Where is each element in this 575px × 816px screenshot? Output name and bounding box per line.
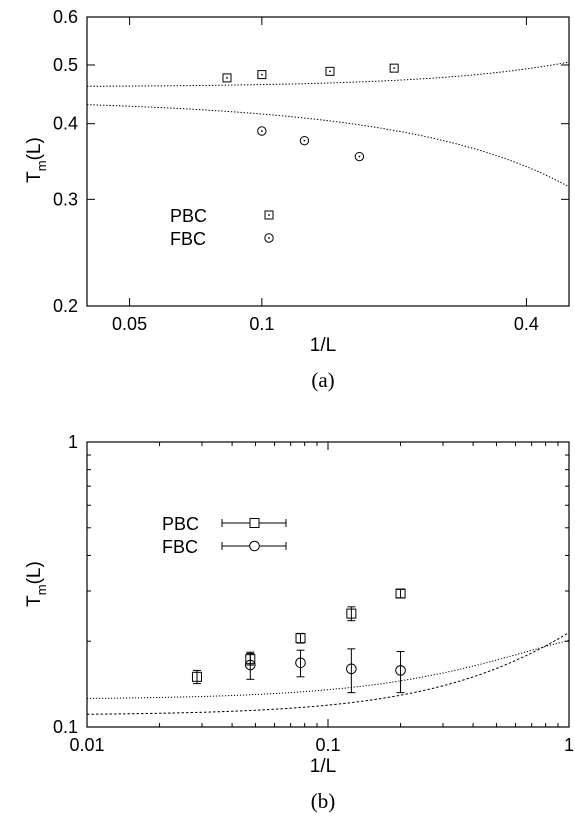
- panel-a-legend-pbc-label: PBC: [170, 206, 207, 226]
- panel-b-legend: PBC FBC: [162, 514, 287, 557]
- panel-b-legend-pbc-label: PBC: [162, 514, 199, 534]
- panel-a-fbc-fit-curve: [86, 104, 570, 188]
- panel-b-legend-pbc-marker: [221, 518, 287, 528]
- panel-a-label: (a): [311, 368, 334, 392]
- panel-a-y-tick-label: 0.4: [53, 114, 78, 134]
- panel-a-fbc-point-dot: [358, 155, 361, 158]
- panel-a-legend-fbc-label: FBC: [170, 229, 206, 249]
- panel-b-y-tick-label: 1: [68, 432, 78, 452]
- panel-a-y-tick-label: 0.3: [53, 189, 78, 209]
- panel-b-fbc-point: [245, 659, 256, 671]
- panel-b-fbc-point: [295, 657, 306, 669]
- panel-a-pbc-point-dot: [260, 73, 263, 76]
- panel-a-pbc-point-dot: [393, 67, 396, 70]
- panel-a-y-axis-label: Tm(L): [24, 137, 49, 183]
- panel-b-fbc-fit-curve: [86, 639, 570, 699]
- panel-a-pbc-point-dot: [329, 70, 331, 73]
- panel-b-pbc-fit-curve: [86, 632, 570, 715]
- panel-a-legend: PBC FBC: [170, 206, 274, 249]
- panel-b-y-tick-label: 0.1: [53, 717, 78, 737]
- panel-a-fbc-point-dot: [303, 139, 306, 142]
- panel-b-x-axis-label: 1/L: [310, 756, 336, 777]
- panel-a-pbc-point: [222, 73, 232, 83]
- panel-a-x-tick-label: 0.4: [514, 314, 539, 334]
- panel-a-fbc-point: [257, 126, 267, 136]
- panel-b-fbc-point: [346, 663, 357, 675]
- panel-a-fbc-point-dot: [260, 130, 263, 132]
- panel-b-x-tick-label: 1: [564, 735, 574, 755]
- panel-b-y-axis-label: Tm(L): [24, 561, 49, 607]
- panel-a-y-tick-label: 0.2: [53, 296, 78, 316]
- panel-b: 0.110.01 0.1 1 1/L Tm(L) (b) PBC FBC: [24, 432, 574, 813]
- panel-a-pbc-point-dot: [226, 77, 228, 79]
- panel-b-plot-frame: [86, 441, 570, 728]
- panel-a-y-tick-label: 0.5: [53, 55, 78, 75]
- panel-b-fbc-point: [395, 665, 406, 676]
- panel-b-label: (b): [311, 789, 336, 813]
- panel-a-x-tick-label: 0.05: [112, 314, 147, 334]
- panel-b-legend-fbc-marker: [221, 540, 287, 552]
- panel-a-pbc-fit-curve: [86, 61, 570, 87]
- panel-a-plot-frame: [86, 16, 570, 307]
- panel-b-x-tick-label: 0.01: [69, 735, 104, 755]
- panel-a-y-tick-label: 0.6: [53, 7, 78, 27]
- panel-a-legend-fbc-marker: [264, 233, 274, 243]
- panel-b-x-tick-label: 0.1: [315, 735, 340, 755]
- panel-a-pbc-point: [325, 66, 335, 76]
- panel-a-pbc-point: [257, 70, 267, 80]
- panel-a-fbc-point: [354, 151, 365, 162]
- panel-b-pbc-point: [346, 608, 357, 619]
- panel-a-fbc-point: [299, 135, 310, 146]
- panel-b-pbc-point: [191, 671, 202, 682]
- panel-a: 0.20.30.40.50.60.05 0.1 0.4 1/L Tm(L) (a) …: [24, 7, 570, 392]
- panel-a-pbc-point: [389, 63, 399, 73]
- panel-a-x-axis-label: 1/L: [310, 335, 336, 356]
- panel-a-legend-pbc-marker: [264, 210, 274, 220]
- panel-b-legend-fbc-label: FBC: [162, 537, 198, 557]
- panel-a-x-tick-label: 0.1: [249, 314, 274, 334]
- panel-b-pbc-point: [295, 633, 306, 644]
- panel-b-pbc-point: [395, 588, 406, 599]
